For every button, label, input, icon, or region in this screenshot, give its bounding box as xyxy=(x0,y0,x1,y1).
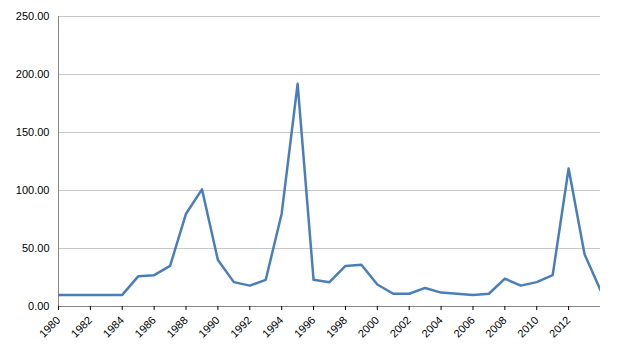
svg-text:1992: 1992 xyxy=(228,314,254,340)
svg-text:1984: 1984 xyxy=(100,314,126,340)
svg-text:2002: 2002 xyxy=(387,314,413,340)
svg-text:1980: 1980 xyxy=(37,314,63,340)
svg-text:1996: 1996 xyxy=(292,314,318,340)
svg-text:2010: 2010 xyxy=(515,314,541,340)
svg-text:200.00: 200.00 xyxy=(16,68,50,80)
svg-text:2006: 2006 xyxy=(451,314,477,340)
svg-text:1990: 1990 xyxy=(196,314,222,340)
svg-text:250.00: 250.00 xyxy=(16,10,50,22)
svg-text:1998: 1998 xyxy=(324,314,350,340)
svg-text:1988: 1988 xyxy=(164,314,190,340)
svg-text:50.00: 50.00 xyxy=(22,242,50,254)
svg-text:100.00: 100.00 xyxy=(16,184,50,196)
svg-text:2012: 2012 xyxy=(547,314,573,340)
svg-text:1986: 1986 xyxy=(132,314,158,340)
svg-text:1994: 1994 xyxy=(260,314,286,340)
svg-text:2000: 2000 xyxy=(355,314,381,340)
svg-text:150.00: 150.00 xyxy=(16,126,50,138)
svg-text:2004: 2004 xyxy=(419,314,445,340)
svg-text:1982: 1982 xyxy=(68,314,94,340)
svg-text:0.00: 0.00 xyxy=(28,300,49,312)
svg-text:2008: 2008 xyxy=(483,314,509,340)
